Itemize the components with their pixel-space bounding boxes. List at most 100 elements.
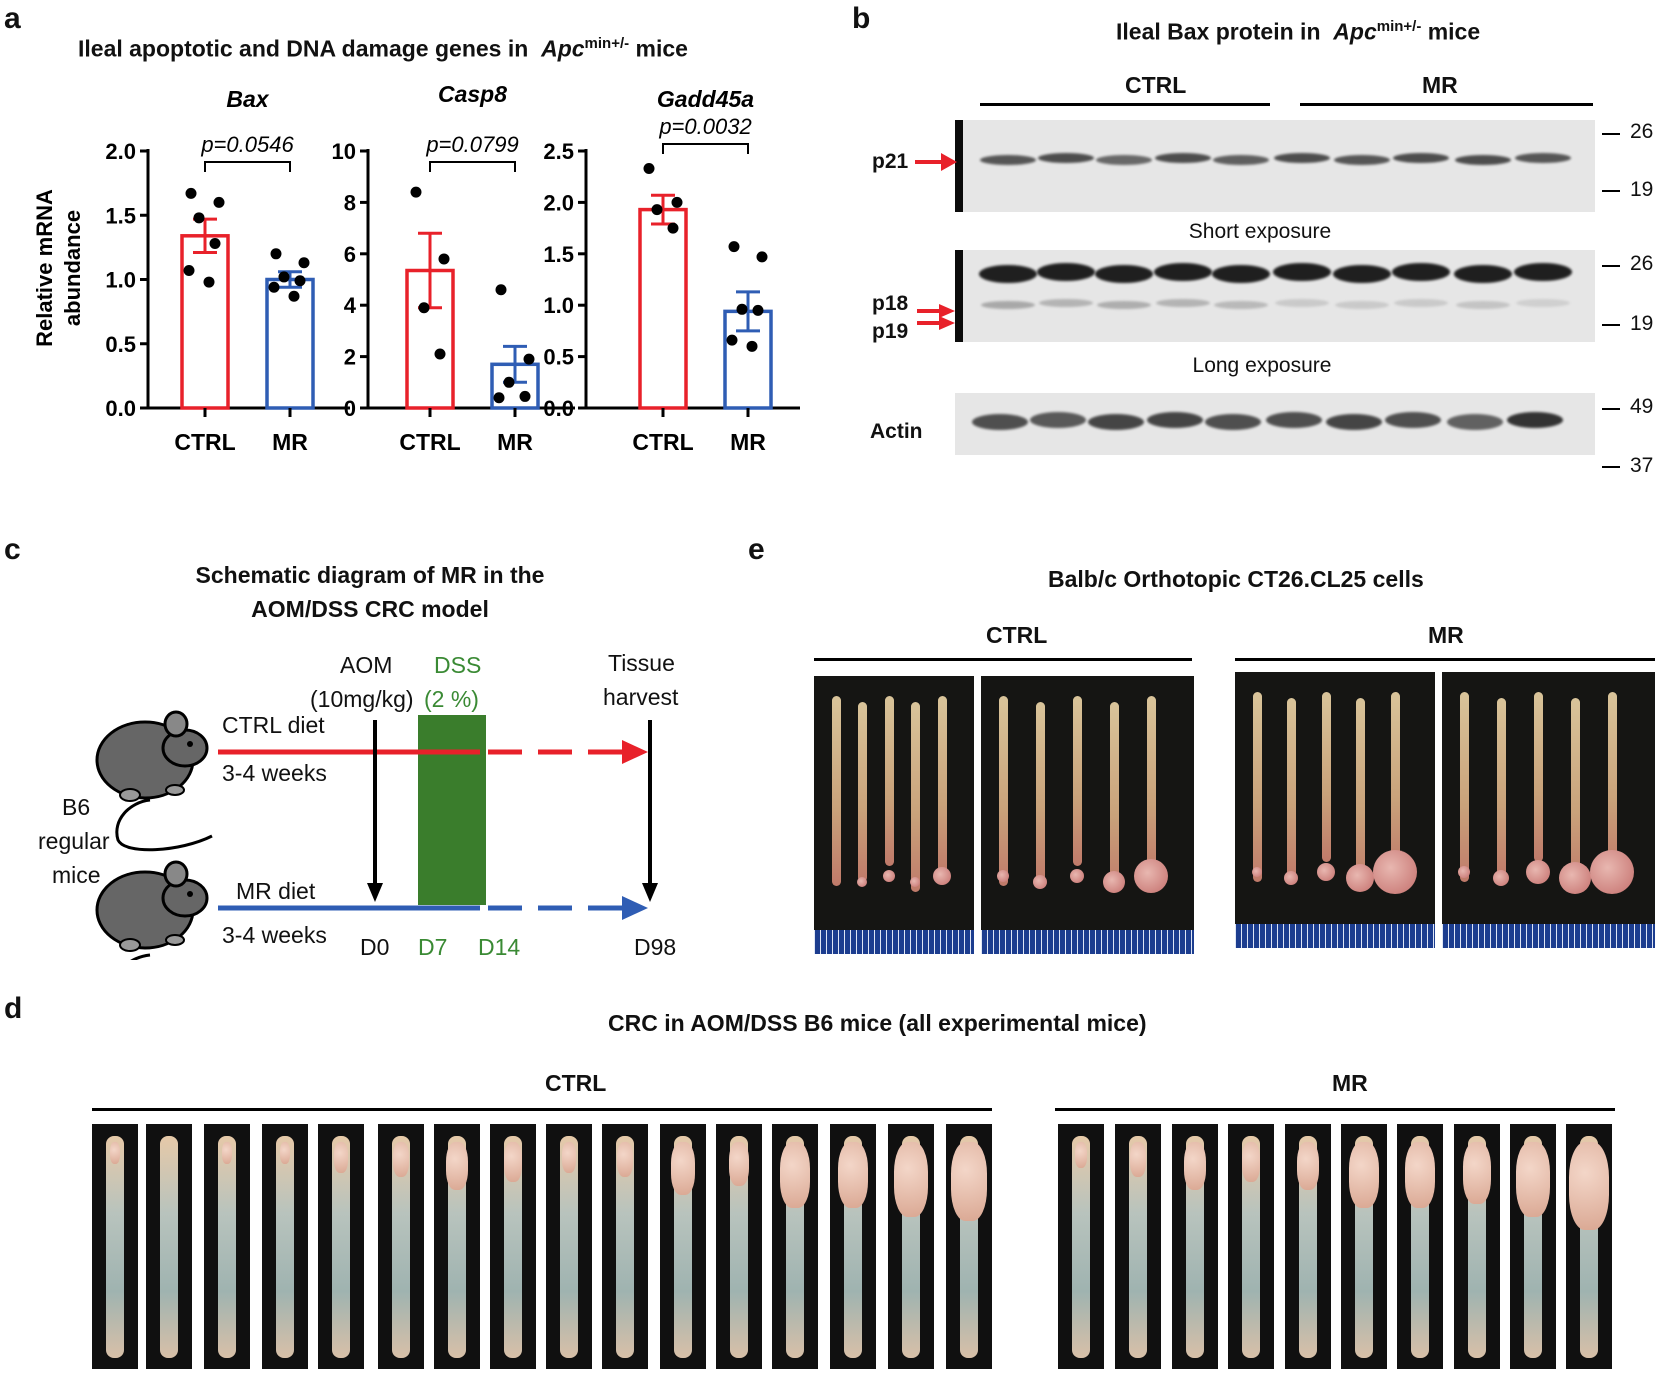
chart2-ytick-label-4: 8 [344, 190, 356, 215]
chart3-bracket [662, 143, 749, 154]
chart1-bracket [204, 161, 291, 172]
chart1-ytick-label-0: 0.0 [105, 396, 136, 421]
d-ctrl-colon-10 [616, 1136, 634, 1358]
chart1-title: Bax [226, 86, 269, 112]
e-mr2-colon-4 [1571, 698, 1580, 888]
chart1-point-mr-3 [294, 275, 306, 287]
chart2-xlabel-ctrl: CTRL [399, 429, 460, 455]
band-actin-lane-9 [1447, 414, 1503, 430]
chart1-ytick-label-2: 1.0 [105, 268, 136, 293]
d-mr-strip-9 [1510, 1124, 1556, 1369]
mouse-bottom-icon [95, 860, 209, 960]
band-long-top-lane-1 [979, 265, 1037, 283]
mw-26a: 26 [1630, 120, 1654, 143]
band-long-p18-lane-6 [1275, 299, 1329, 307]
d-ctrl-colon-9 [560, 1136, 578, 1358]
label-weeks-top: 3-4 weeks [222, 760, 327, 786]
band-long-p18-lane-1 [981, 301, 1035, 309]
ruler [1235, 924, 1435, 948]
chart2-ytick-label-0: 0 [344, 396, 356, 421]
panel-c-title-line1: Schematic diagram of MR in the [195, 562, 545, 588]
chart2-title: Casp8 [438, 81, 507, 107]
e-mr1-colon-1 [1253, 692, 1262, 882]
d-mr-colon-5 [1299, 1136, 1317, 1358]
band-long-p18-lane-8 [1394, 299, 1448, 307]
chart3-ytick-label-3: 1.5 [543, 242, 574, 267]
ruler [1442, 924, 1655, 948]
e-mr2-colon-2 [1497, 698, 1506, 878]
label-long-exposure: Long exposure [1192, 354, 1332, 377]
d-ctrl-tumor-6 [393, 1142, 409, 1178]
e-ctrl2-tumor-1 [997, 870, 1009, 882]
panel-a-title-text: Ileal apoptotic and DNA damage genes in [78, 35, 529, 62]
band-p21-lane-2 [1038, 153, 1094, 163]
chart2-point-ctrl-2 [418, 302, 430, 314]
e-ctrl2-colon-3 [1073, 696, 1082, 866]
d-ctrl-tumor-15 [894, 1142, 928, 1217]
d-ctrl-tumor-9 [562, 1142, 576, 1173]
chart1-point-mr-2 [278, 271, 290, 283]
d-ctrl-colon-2 [160, 1136, 178, 1358]
band-long-top-lane-4 [1154, 263, 1212, 281]
mw-19b: 19 [1630, 312, 1654, 335]
chart1-point-ctrl-4 [183, 265, 195, 277]
chart1-point-ctrl-1 [213, 196, 225, 208]
chart3-point-mr-3 [752, 304, 764, 316]
panel-label-e: e [748, 533, 765, 566]
label-weeks-bottom: 3-4 weeks [222, 922, 327, 948]
label-dss-dose: (2 %) [424, 686, 479, 712]
d-mr-tumor-5 [1297, 1142, 1319, 1191]
band-long-p18-lane-5 [1214, 301, 1268, 309]
d-ctrl-strip-13 [772, 1124, 818, 1369]
label-aom: AOM [340, 652, 393, 678]
chart1-point-mr-0 [270, 248, 282, 260]
band-p21-lane-4 [1155, 153, 1211, 163]
chart2-point-mr-3 [519, 390, 531, 402]
label-short-exposure: Short exposure [1188, 220, 1332, 243]
chart2-point-ctrl-0 [410, 186, 422, 198]
mouse-top-icon [95, 710, 213, 852]
d-mr-bar [1055, 1108, 1615, 1111]
panel-b-title-gene: Apc [1333, 18, 1377, 45]
d-ctrl-strip-5 [318, 1124, 364, 1369]
chart1-point-ctrl-0 [185, 187, 197, 199]
chart2-ytick-label-3: 6 [344, 242, 356, 267]
chart3-title: Gadd45a [657, 86, 754, 112]
label-p21: p21 [872, 150, 909, 173]
d-mr-strip-8 [1454, 1124, 1500, 1369]
chart1-point-ctrl-5 [203, 276, 215, 288]
panel-c-title-line2: AOM/DSS CRC model [251, 596, 489, 622]
panel-label-c: c [4, 533, 21, 566]
mw-tick-26b [1602, 265, 1620, 267]
panel-e-title: Balb/c Orthotopic CT26.CL25 cells [1048, 566, 1424, 592]
d-ctrl-strip-4 [262, 1124, 308, 1369]
e-mr1-tumor-4 [1346, 864, 1375, 892]
colon-photo-ctrl-2 [981, 676, 1194, 954]
band-actin-lane-2 [1030, 412, 1086, 428]
chart3-point-ctrl-2 [651, 204, 663, 216]
band-long-top-lane-7 [1333, 265, 1391, 283]
wb-group-mr: MR [1422, 72, 1458, 98]
d-ctrl-strip-12 [716, 1124, 762, 1369]
label-tissue: Tissue [608, 650, 675, 676]
d-mr-strip-2 [1115, 1124, 1161, 1369]
label-p19: p19 [872, 320, 909, 343]
e-mr1-colon-5 [1390, 692, 1400, 872]
mw-26b: 26 [1630, 252, 1654, 275]
colon-photo-mr-2 [1442, 672, 1655, 948]
panel-b-title-sup: min+/- [1376, 18, 1422, 35]
panel-a-title-sup: min+/- [584, 35, 630, 52]
d-mr-tumor-7 [1405, 1142, 1435, 1208]
band-p21-lane-8 [1393, 153, 1449, 163]
ctrl-arrow-head [622, 740, 648, 764]
d-mr-strip-3 [1172, 1124, 1218, 1369]
colon-photo-mr-1 [1235, 672, 1435, 948]
d-group-mr: MR [1332, 1070, 1368, 1096]
e-mr2-tumor-3 [1526, 860, 1550, 884]
wb-ctrl-bar [980, 103, 1270, 106]
d-ctrl-tumor-8 [504, 1142, 522, 1182]
label-d7: D7 [418, 934, 448, 960]
label-d14: D14 [478, 934, 521, 960]
chart1-ytick-label-3: 1.5 [105, 203, 136, 228]
chart3-point-mr-4 [726, 334, 738, 346]
